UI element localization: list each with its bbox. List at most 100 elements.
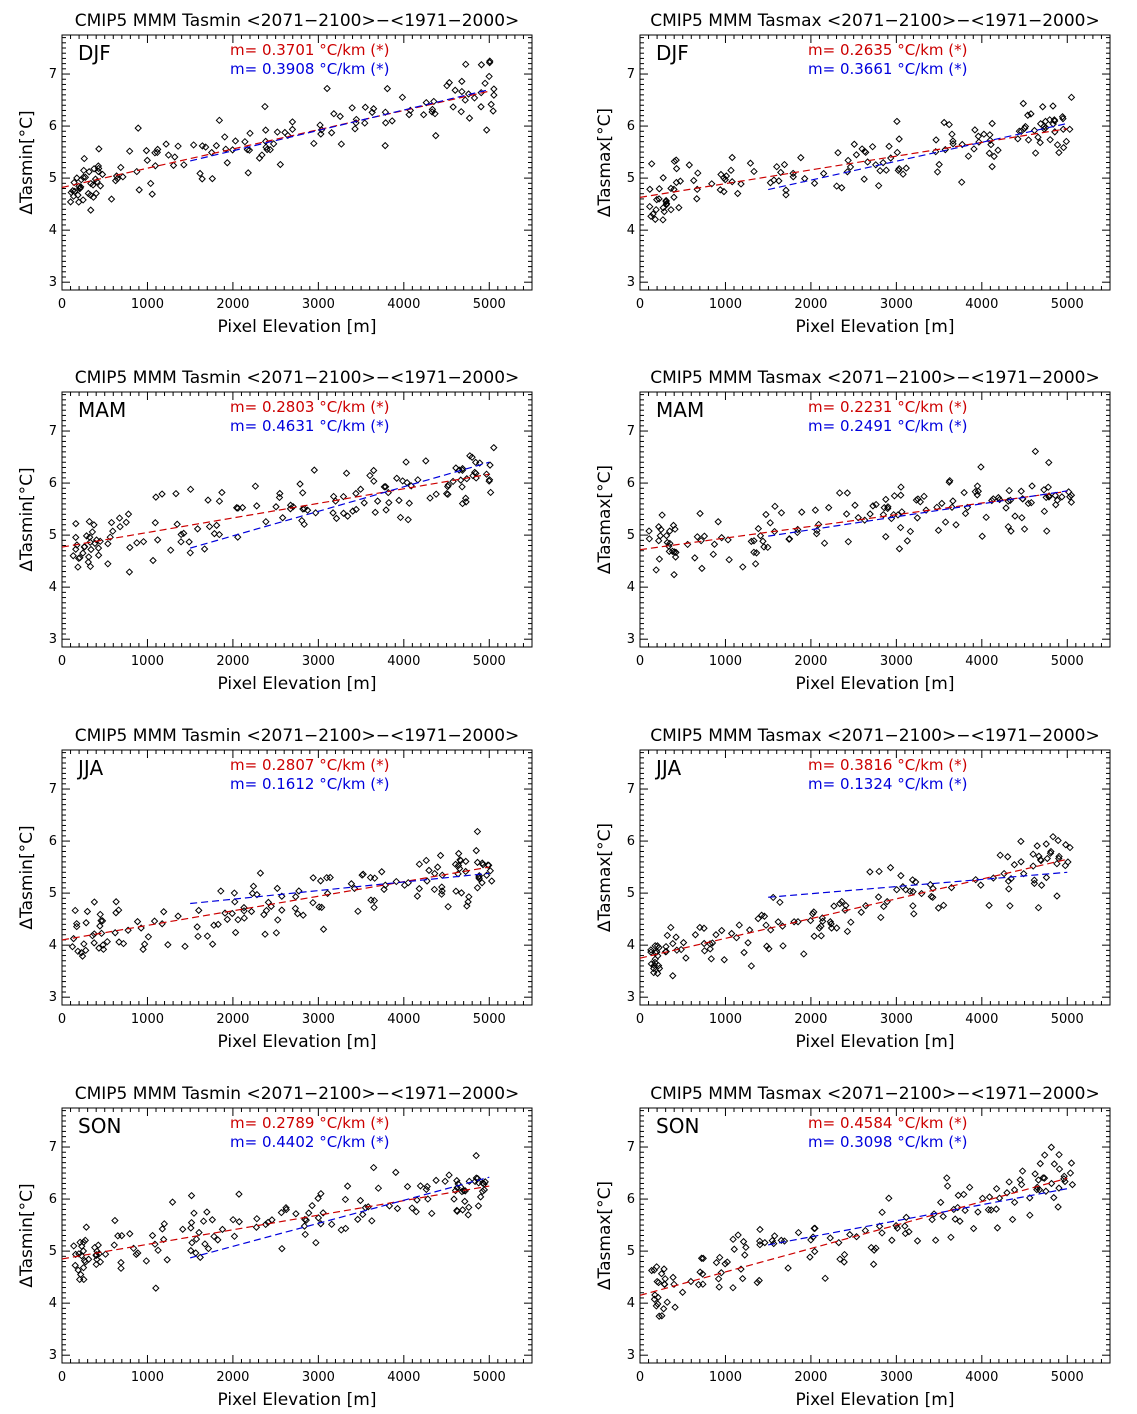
scatter-point [96,182,105,190]
scatter-point [234,504,242,512]
scatter-point [970,145,978,153]
scatter-point [716,186,725,194]
scatter-point [276,489,284,498]
scatter-point [152,1284,160,1292]
scatter-point [806,1253,814,1261]
scatter-point [490,443,498,452]
x-tick-label: 0 [636,297,644,312]
scatter-point [810,179,819,187]
x-axis-label: Pixel Elevation [m] [218,317,377,337]
scatter-point [1016,1176,1024,1184]
scatter-point [854,513,862,522]
x-tick-label: 3000 [880,1012,913,1027]
scatter-point [458,464,467,473]
scatter-point [84,1255,93,1263]
scatter-point [296,480,304,488]
x-tick-label: 5000 [473,1012,506,1027]
blue-fit-line [190,1176,490,1259]
scatter-point [80,166,88,175]
scatter-point [86,538,94,546]
scatter-point [890,492,899,500]
y-axis-label: ΔTasmax[°C] [595,1181,615,1290]
scatter-point [392,1168,400,1177]
scatter-point [177,530,185,539]
scatter-point [653,195,661,204]
scatter-point [74,191,82,199]
scatter-point [741,1251,749,1259]
scatter-point [160,1220,169,1228]
scatter-point [104,540,112,548]
scatter-point [436,851,445,860]
scatter-point [648,1266,656,1275]
scatter-point [860,516,869,524]
scatter-point [186,549,194,557]
scatter-point [811,1224,819,1233]
scatter-point [253,1214,261,1223]
scatter-point [879,510,888,519]
scatter-point [336,112,344,121]
panel-title: CMIP5 MMM Tasmin <2071−2100>−<1971−2000> [75,11,520,31]
scatter-point [314,1214,323,1222]
scatter-point [939,1212,947,1221]
scatter-point [651,955,659,963]
scatter-point [902,1213,910,1222]
x-tick-label: 4000 [387,1012,420,1027]
scatter-point [458,1206,467,1214]
scatter-point [988,119,996,128]
scatter-point [73,174,81,182]
scatter-point [1040,507,1049,516]
scatter-point [729,1235,737,1244]
y-tick-label: 4 [49,938,57,953]
scatter-point [832,182,841,190]
scatter-point [274,916,282,924]
scatter-point [319,1209,327,1217]
scatter-point [974,487,983,495]
scatter-point [177,538,185,546]
scatter-point [989,874,998,882]
scatter-point [356,485,365,493]
scatter-point [231,898,239,906]
scatter-point [728,178,736,186]
scatter-point [727,166,735,175]
scatter-point [476,1193,485,1201]
scatter-point [241,137,249,146]
red-fit-line [639,858,1068,959]
scatter-point [754,524,763,533]
scatter-point [94,162,103,170]
scatter-point [327,1220,336,1229]
season-label: JJA [654,756,681,780]
scatter-point [880,503,888,512]
scatter-point [1036,120,1045,128]
scatter-point [699,1280,707,1288]
scatter-point [348,104,356,112]
scatter-point [1050,1193,1058,1202]
scatter-point [782,186,790,194]
scatter-point [886,863,895,872]
scatter-point [92,536,101,544]
scatter-point [738,1274,747,1283]
scatter-point [263,145,271,154]
x-tick-label: 4000 [965,654,998,669]
scatter-point [189,141,198,149]
scatter-point [187,1191,196,1200]
scatter-point [301,1215,309,1224]
scatter-point [747,962,756,970]
scatter-point [806,916,815,925]
scatter-point [1062,841,1070,849]
scatter-point [342,469,351,477]
scatter-point [158,490,166,498]
scatter-point [756,1225,764,1234]
scatter-point [269,140,278,148]
scatter-point [261,137,270,146]
scatter-point [655,964,664,973]
scatter-point [1034,133,1042,141]
x-tick-label: 5000 [1051,654,1084,669]
scatter-point [374,1184,383,1192]
scatter-point [951,1215,959,1223]
scatter-point [385,498,393,507]
scatter-point [231,137,240,145]
scatter-point [903,537,912,545]
scatter-point [366,471,374,480]
x-tick-label: 5000 [1051,1370,1084,1385]
scatter-point [484,861,493,869]
